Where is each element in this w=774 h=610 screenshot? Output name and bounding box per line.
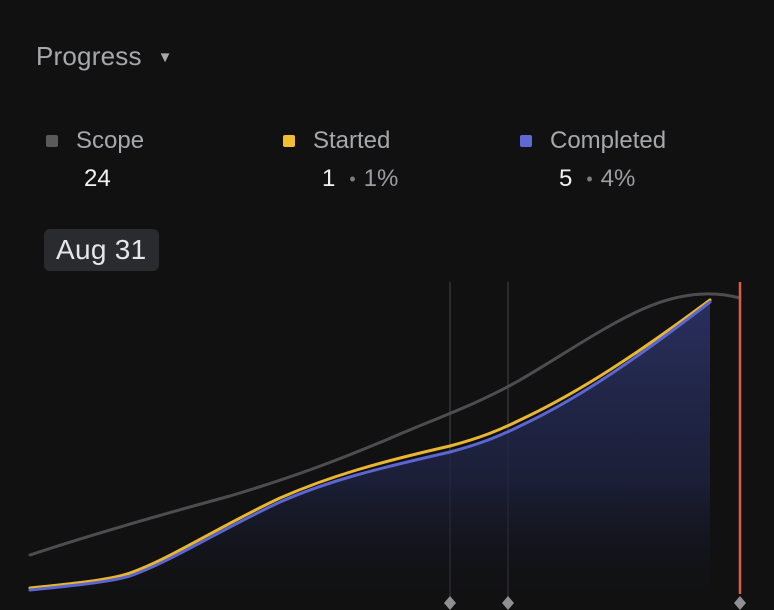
stat-started-percent: 1% [363,165,399,192]
caret-down-icon: ▼ [157,48,173,66]
stat-started: Started 1 • 1% [283,124,398,194]
progress-dropdown[interactable]: Progress ▼ [36,36,173,76]
hover-date-tag: Aug 31 [44,229,159,271]
separator-dot-icon: • [349,168,356,189]
stat-completed-percent: 4% [600,165,636,192]
milestone-diamond-icon[interactable] [444,596,456,610]
progress-title: Progress [36,40,142,71]
stat-scope-label: Scope [76,127,145,154]
completed-line [28,300,712,592]
started-swatch-icon [283,135,295,147]
separator-dot-icon: • [586,168,593,189]
stat-scope-count: 24 [84,165,111,192]
started-line [28,298,712,590]
stat-completed-count: 5 [559,165,573,192]
completed-swatch-icon [520,135,532,147]
progress-stats: Scope 24 Started 1 • 1% Completed [46,124,746,204]
stat-started-count: 1 [322,165,336,192]
milestone-diamond-icon[interactable] [734,596,746,610]
stat-started-label: Started [313,127,391,154]
scope-swatch-icon [46,135,58,147]
stat-completed: Completed 5 • 4% [520,124,666,194]
milestone-diamond-icon[interactable] [502,596,514,610]
stat-scope: Scope 24 [46,124,144,194]
stat-completed-label: Completed [550,127,667,154]
scope-line [28,292,742,557]
completed-area [30,302,710,600]
